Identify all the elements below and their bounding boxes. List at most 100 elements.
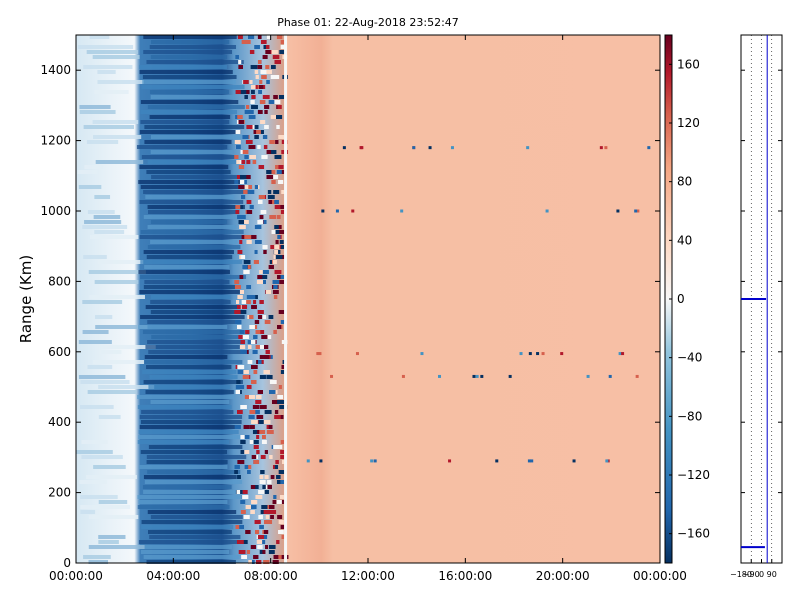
heatmap-cell <box>271 50 278 54</box>
heatmap-cell <box>93 465 126 469</box>
heatmap-outlier <box>401 374 405 378</box>
heatmap-cell <box>257 310 264 314</box>
heatmap-cell <box>264 320 271 324</box>
heatmap-cell <box>263 220 267 224</box>
heatmap-cell <box>141 155 235 159</box>
heatmap-cell <box>143 50 233 54</box>
heatmap-cell <box>237 365 245 369</box>
heatmap-cell <box>242 370 249 374</box>
heatmap-cell <box>279 400 286 404</box>
heatmap-cell <box>243 220 249 224</box>
heatmap-cell <box>277 105 282 109</box>
heatmap-cell <box>251 95 256 99</box>
heatmap-cell <box>234 465 240 469</box>
heatmap-cell <box>267 190 272 194</box>
heatmap-cell <box>239 175 247 179</box>
heatmap-cell <box>254 225 262 229</box>
heatmap-cell <box>254 295 258 299</box>
heatmap-cell <box>276 215 281 219</box>
colorbar-tick-label: −120 <box>677 468 710 482</box>
heatmap-cell <box>246 550 251 554</box>
heatmap-cell <box>251 420 258 424</box>
heatmap-cell <box>80 510 96 514</box>
heatmap-cell <box>81 440 108 444</box>
heatmap-cell <box>147 320 236 324</box>
heatmap-cells <box>76 35 651 564</box>
heatmap-outlier <box>420 352 424 356</box>
heatmap-cell <box>270 115 276 119</box>
heatmap-outlier <box>450 146 454 150</box>
heatmap-cell <box>280 40 285 44</box>
y-tick-label: 800 <box>48 274 71 288</box>
heatmap-cell <box>241 40 248 44</box>
heatmap-outlier <box>526 146 530 150</box>
heatmap-cell <box>239 240 243 244</box>
heatmap-cell <box>137 405 232 409</box>
heatmap-cell <box>260 40 267 44</box>
heatmap-cell <box>138 430 239 434</box>
heatmap-cell <box>93 215 121 219</box>
heatmap-cell <box>237 385 245 389</box>
heatmap-cell <box>263 250 267 254</box>
heatmap-cell <box>243 435 250 439</box>
heatmap-cell <box>280 440 285 444</box>
heatmap-cell <box>240 440 246 444</box>
heatmap-cell <box>261 85 266 89</box>
heatmap-cell <box>150 310 247 314</box>
heatmap-cell <box>275 140 279 144</box>
heatmap-cell <box>280 370 286 374</box>
heatmap-outlier <box>400 209 404 213</box>
heatmap-cell <box>141 520 243 524</box>
heatmap-cell <box>240 180 245 184</box>
heatmap-cell <box>273 495 277 499</box>
heatmap-cell <box>148 385 230 389</box>
heatmap-cell <box>239 345 246 349</box>
heatmap-outlier <box>605 459 609 463</box>
heatmap-cell <box>278 470 285 474</box>
heatmap-outlier <box>527 459 531 463</box>
heatmap-cell <box>150 515 243 519</box>
heatmap-outlier <box>636 209 640 213</box>
heatmap-cell <box>236 305 241 309</box>
heatmap-cell <box>253 85 260 89</box>
heatmap-cell <box>235 130 241 134</box>
heatmap-cell <box>259 215 264 219</box>
heatmap-outlier <box>586 374 590 378</box>
heatmap-cell <box>244 175 251 179</box>
heatmap-cell <box>274 200 279 204</box>
heatmap-cell <box>95 325 148 329</box>
heatmap-cell <box>246 210 253 214</box>
heatmap-cell <box>269 215 276 219</box>
heatmap-outlier <box>647 146 651 150</box>
heatmap-cell <box>235 390 241 394</box>
heatmap-cell <box>273 330 277 334</box>
heatmap-cell <box>259 430 266 434</box>
heatmap-cell <box>250 505 257 509</box>
heatmap-cell <box>259 80 263 84</box>
y-tick-label: 600 <box>48 345 71 359</box>
heatmap-cell <box>236 380 241 384</box>
heatmap-cell <box>253 460 260 464</box>
profile-line <box>741 35 768 563</box>
heatmap-cell <box>262 55 268 59</box>
heatmap-cell <box>146 60 244 64</box>
heatmap-cell <box>241 435 245 439</box>
heatmap-cell <box>268 315 274 319</box>
heatmap-cell <box>249 425 255 429</box>
heatmap-cell <box>76 450 113 454</box>
heatmap-cell <box>236 540 244 544</box>
heatmap-cell <box>262 280 267 284</box>
heatmap-cell <box>254 240 262 244</box>
heatmap-cell <box>278 165 284 169</box>
y-tick-label: 200 <box>48 486 71 500</box>
heatmap-cell <box>150 40 230 44</box>
heatmap-cell <box>259 475 264 479</box>
heatmap-cell <box>278 95 285 99</box>
heatmap-cell <box>270 75 277 79</box>
heatmap-cell <box>266 170 272 174</box>
heatmap-cell <box>267 70 272 74</box>
heatmap-cell <box>262 485 266 489</box>
heatmap-cell <box>145 390 234 394</box>
heatmap-cell <box>264 410 272 414</box>
heatmap-cell <box>274 465 279 469</box>
